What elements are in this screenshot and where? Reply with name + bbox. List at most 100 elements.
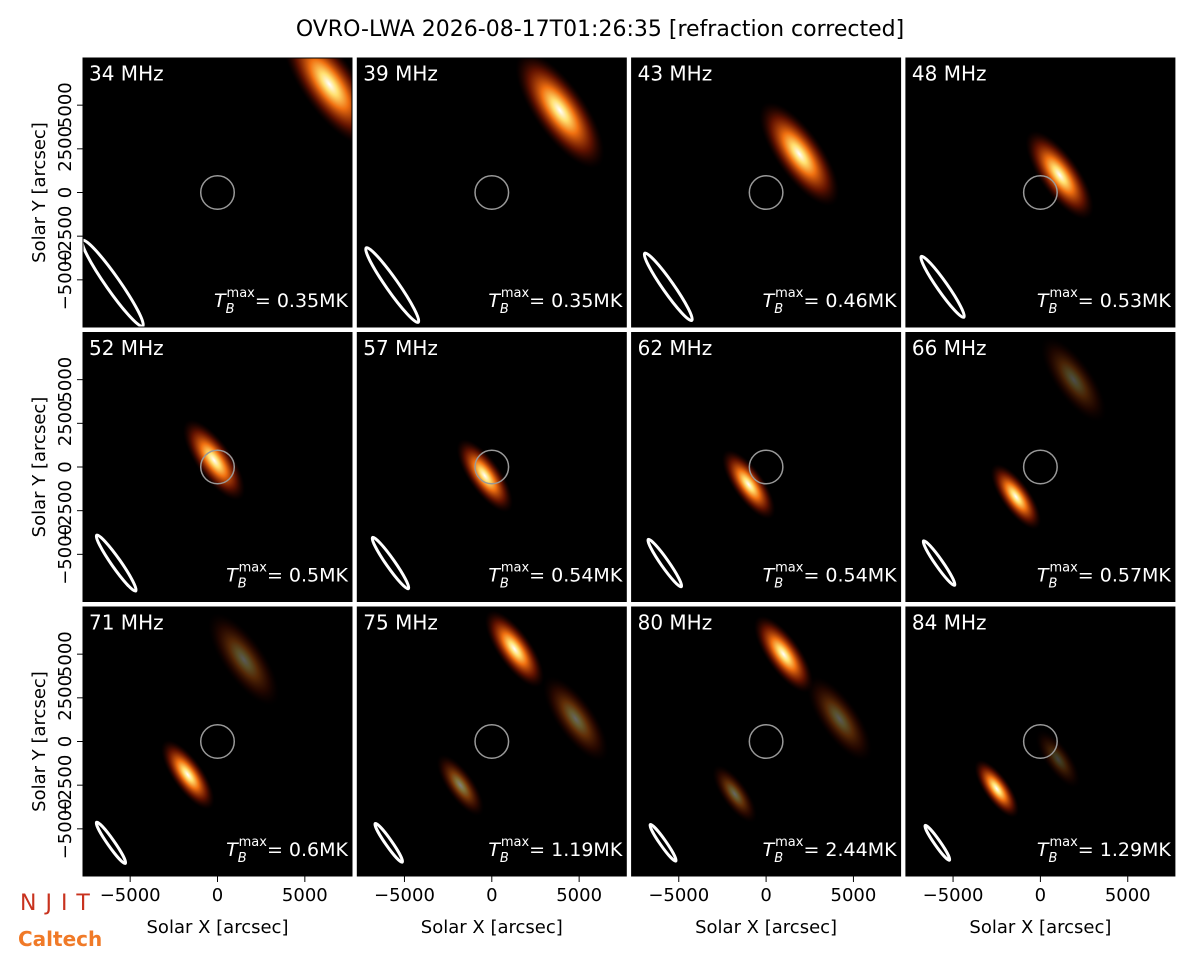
tb-sup: max bbox=[239, 835, 268, 850]
tb-annotation: TBmax= 0.57MK bbox=[1037, 561, 1172, 592]
y-tick-label: 2500 bbox=[55, 675, 76, 721]
x-tick-label: 5000 bbox=[831, 885, 877, 906]
tb-sub: B bbox=[774, 302, 783, 317]
tb-value: = 0.46MK bbox=[803, 290, 897, 312]
emission-source bbox=[721, 449, 776, 520]
x-axis-label: Solar X [arcsec] bbox=[147, 917, 289, 938]
y-tick-label: 5000 bbox=[55, 631, 76, 677]
x-axis-label: Solar X [arcsec] bbox=[969, 917, 1111, 938]
tb-value: = 0.5MK bbox=[267, 565, 349, 587]
tb-sup: max bbox=[501, 835, 530, 850]
y-axis-label: Solar Y [arcsec] bbox=[29, 671, 50, 812]
x-tick-label: 0 bbox=[486, 885, 497, 906]
y-tick-label: −5000 bbox=[55, 798, 76, 859]
tb-annotation: TBmax= 2.44MK bbox=[763, 835, 898, 866]
emission-source bbox=[990, 463, 1042, 530]
panel-frame bbox=[905, 57, 1176, 328]
solar-disk bbox=[1022, 174, 1058, 211]
tb-symbol: T bbox=[214, 290, 227, 312]
emission-source bbox=[161, 740, 215, 810]
frequency-label: 62 MHz bbox=[638, 336, 713, 360]
solar-disk bbox=[1022, 723, 1058, 760]
panel-frame bbox=[905, 332, 1176, 602]
tb-sup: max bbox=[239, 561, 268, 576]
emission-source bbox=[436, 754, 485, 816]
tb-annotation: TBmax= 0.54MK bbox=[763, 561, 898, 592]
emission-source bbox=[543, 676, 609, 762]
solar-disk bbox=[199, 174, 236, 211]
y-tick-label: 0 bbox=[55, 187, 76, 198]
frequency-label: 75 MHz bbox=[363, 611, 438, 635]
tb-sub: B bbox=[500, 577, 509, 592]
emission-source bbox=[281, 58, 352, 146]
beam bbox=[370, 535, 411, 591]
y-tick-label: 5000 bbox=[55, 357, 76, 403]
y-axis-label: Solar Y [arcsec] bbox=[29, 122, 50, 263]
tb-sub: B bbox=[774, 577, 783, 592]
y-tick-label: 2500 bbox=[55, 400, 76, 446]
tb-value: = 0.57MK bbox=[1078, 565, 1172, 587]
tb-annotation: TBmax= 1.29MK bbox=[1037, 835, 1172, 866]
emission-source bbox=[806, 676, 873, 762]
tb-value: = 0.53MK bbox=[1078, 290, 1172, 312]
tb-symbol: T bbox=[226, 839, 239, 861]
tb-value: = 0.35MK bbox=[255, 290, 349, 312]
tb-value: = 1.19MK bbox=[529, 839, 623, 861]
x-tick-label: −5000 bbox=[648, 885, 709, 906]
frequency-label: 48 MHz bbox=[912, 62, 987, 86]
beam bbox=[373, 821, 405, 864]
tb-sub: B bbox=[1049, 851, 1058, 866]
tb-value: = 1.29MK bbox=[1078, 839, 1172, 861]
panel bbox=[357, 332, 627, 602]
beam bbox=[921, 539, 957, 587]
tb-value: = 0.54MK bbox=[529, 565, 623, 587]
panel bbox=[357, 607, 627, 876]
solar-disk bbox=[199, 723, 236, 760]
x-tick-label: 5000 bbox=[1105, 885, 1151, 906]
tb-sub: B bbox=[774, 851, 783, 866]
x-axis-label: Solar X [arcsec] bbox=[695, 917, 837, 938]
emission-source bbox=[974, 759, 1019, 818]
solar-disk bbox=[474, 449, 510, 485]
x-tick-label: 0 bbox=[760, 885, 771, 906]
y-tick-label: −5000 bbox=[55, 249, 76, 310]
panel-background bbox=[905, 332, 1175, 602]
x-tick-label: 5000 bbox=[282, 885, 328, 906]
y-axis-label: Solar Y [arcsec] bbox=[29, 397, 50, 538]
beam bbox=[94, 820, 128, 865]
beam bbox=[94, 533, 138, 593]
tb-annotation: TBmax= 0.35MK bbox=[488, 286, 623, 317]
tb-symbol: T bbox=[488, 290, 501, 312]
emission-source bbox=[753, 615, 814, 693]
emission-source bbox=[182, 419, 246, 501]
y-tick-label: 0 bbox=[55, 736, 76, 747]
tb-annotation: TBmax= 1.19MK bbox=[488, 835, 623, 866]
tb-sub: B bbox=[1049, 302, 1058, 317]
y-tick-label: −5000 bbox=[55, 524, 76, 585]
tb-annotation: TBmax= 0.35MK bbox=[214, 286, 349, 317]
tb-sub: B bbox=[238, 851, 247, 866]
tb-sup: max bbox=[501, 286, 530, 301]
tb-symbol: T bbox=[1037, 290, 1050, 312]
tb-sub: B bbox=[500, 851, 509, 866]
tb-symbol: T bbox=[226, 565, 239, 587]
emission-source bbox=[456, 439, 513, 513]
figure-title: OVRO-LWA 2026-08-17T01:26:35 [refraction… bbox=[296, 17, 904, 42]
emission-source bbox=[1040, 337, 1107, 423]
frequency-label: 71 MHz bbox=[89, 611, 164, 635]
panel-background bbox=[83, 58, 352, 327]
x-tick-label: −5000 bbox=[374, 885, 435, 906]
tb-sup: max bbox=[775, 286, 804, 301]
y-tick-label: −2500 bbox=[55, 206, 76, 267]
frequency-label: 57 MHz bbox=[363, 336, 438, 360]
emission-source bbox=[1025, 130, 1094, 220]
beam bbox=[364, 246, 421, 324]
emission-source bbox=[515, 58, 605, 169]
frequency-label: 66 MHz bbox=[912, 336, 987, 360]
logo-caltech: Caltech bbox=[18, 927, 102, 951]
x-tick-label: 5000 bbox=[556, 885, 602, 906]
solar-disk bbox=[748, 449, 784, 485]
tb-sup: max bbox=[775, 835, 804, 850]
panel bbox=[631, 332, 901, 602]
